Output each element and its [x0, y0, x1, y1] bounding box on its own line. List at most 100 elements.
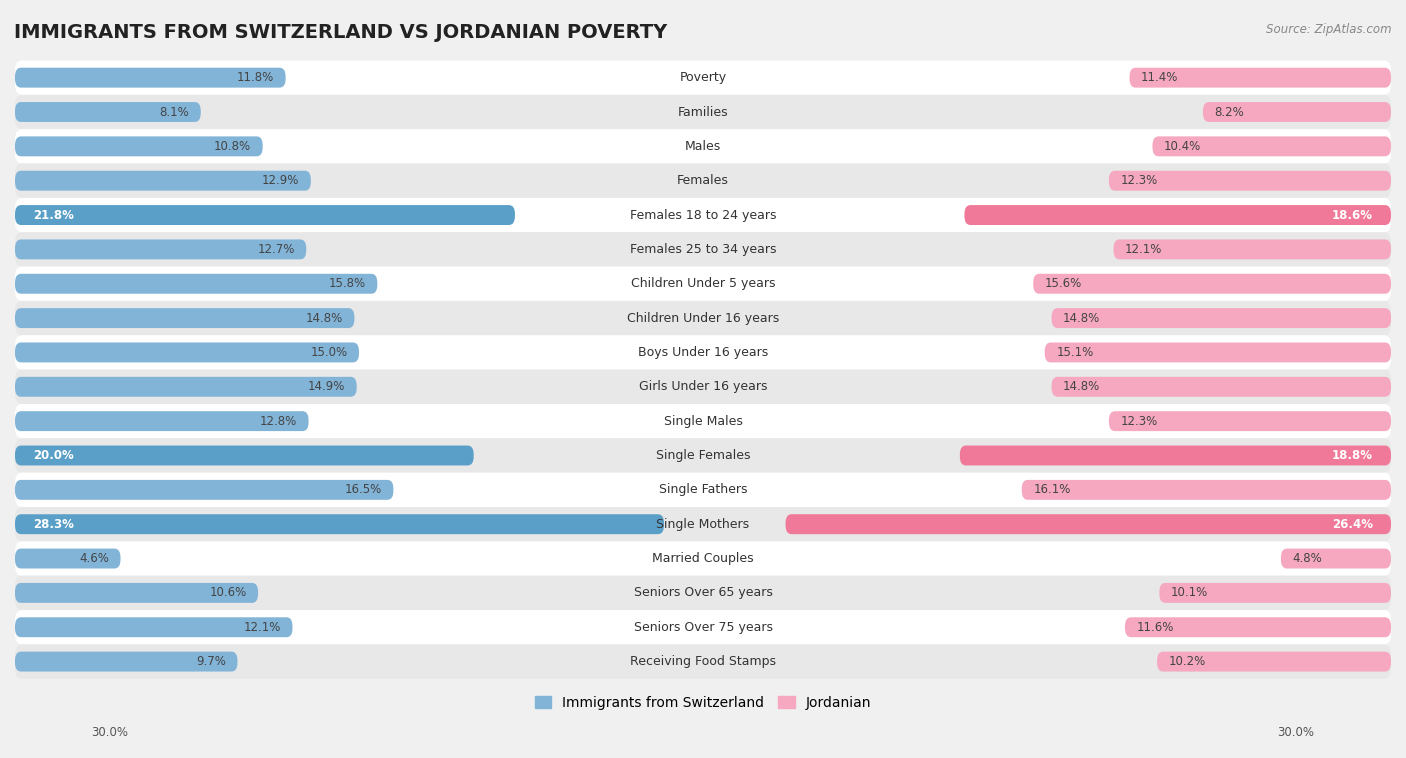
Text: 12.1%: 12.1% — [1125, 243, 1163, 256]
FancyBboxPatch shape — [15, 301, 1391, 335]
FancyBboxPatch shape — [15, 610, 1391, 644]
Text: 20.0%: 20.0% — [34, 449, 75, 462]
FancyBboxPatch shape — [15, 617, 292, 637]
FancyBboxPatch shape — [1045, 343, 1391, 362]
Text: 10.6%: 10.6% — [209, 587, 246, 600]
Text: Females 25 to 34 years: Females 25 to 34 years — [630, 243, 776, 256]
Text: Married Couples: Married Couples — [652, 552, 754, 565]
FancyBboxPatch shape — [1129, 67, 1391, 88]
FancyBboxPatch shape — [15, 274, 377, 293]
Text: Females: Females — [678, 174, 728, 187]
Text: 10.4%: 10.4% — [1164, 140, 1201, 153]
FancyBboxPatch shape — [15, 514, 664, 534]
FancyBboxPatch shape — [15, 549, 121, 568]
FancyBboxPatch shape — [1052, 377, 1391, 396]
Text: 12.8%: 12.8% — [260, 415, 297, 428]
FancyBboxPatch shape — [15, 438, 1391, 473]
FancyBboxPatch shape — [15, 198, 1391, 232]
FancyBboxPatch shape — [1153, 136, 1391, 156]
Text: 21.8%: 21.8% — [34, 208, 75, 221]
FancyBboxPatch shape — [1157, 652, 1391, 672]
Text: 15.8%: 15.8% — [329, 277, 366, 290]
FancyBboxPatch shape — [1109, 411, 1391, 431]
Text: Families: Families — [678, 105, 728, 118]
FancyBboxPatch shape — [15, 644, 1391, 678]
Text: Source: ZipAtlas.com: Source: ZipAtlas.com — [1267, 23, 1392, 36]
FancyBboxPatch shape — [15, 205, 515, 225]
FancyBboxPatch shape — [15, 335, 1391, 370]
FancyBboxPatch shape — [1125, 617, 1391, 637]
FancyBboxPatch shape — [15, 541, 1391, 576]
Text: 30.0%: 30.0% — [91, 726, 128, 739]
FancyBboxPatch shape — [15, 67, 285, 88]
FancyBboxPatch shape — [965, 205, 1391, 225]
FancyBboxPatch shape — [15, 95, 1391, 129]
FancyBboxPatch shape — [15, 240, 307, 259]
Text: 12.7%: 12.7% — [257, 243, 295, 256]
FancyBboxPatch shape — [15, 576, 1391, 610]
Text: 8.1%: 8.1% — [159, 105, 190, 118]
FancyBboxPatch shape — [15, 343, 359, 362]
Text: 26.4%: 26.4% — [1331, 518, 1372, 531]
Text: 12.3%: 12.3% — [1121, 174, 1157, 187]
Text: 10.8%: 10.8% — [214, 140, 252, 153]
Text: 12.3%: 12.3% — [1121, 415, 1157, 428]
Text: 12.1%: 12.1% — [243, 621, 281, 634]
Text: 4.8%: 4.8% — [1292, 552, 1322, 565]
Text: 9.7%: 9.7% — [195, 655, 226, 668]
FancyBboxPatch shape — [15, 507, 1391, 541]
Text: 28.3%: 28.3% — [34, 518, 75, 531]
FancyBboxPatch shape — [1033, 274, 1391, 293]
Text: Single Males: Single Males — [664, 415, 742, 428]
FancyBboxPatch shape — [960, 446, 1391, 465]
Text: 15.1%: 15.1% — [1056, 346, 1094, 359]
FancyBboxPatch shape — [15, 267, 1391, 301]
Text: Seniors Over 65 years: Seniors Over 65 years — [634, 587, 772, 600]
FancyBboxPatch shape — [1052, 309, 1391, 328]
Text: Single Mothers: Single Mothers — [657, 518, 749, 531]
Text: 10.1%: 10.1% — [1171, 587, 1208, 600]
FancyBboxPatch shape — [1114, 240, 1391, 259]
FancyBboxPatch shape — [15, 473, 1391, 507]
Text: Receiving Food Stamps: Receiving Food Stamps — [630, 655, 776, 668]
Text: Girls Under 16 years: Girls Under 16 years — [638, 381, 768, 393]
FancyBboxPatch shape — [786, 514, 1391, 534]
Text: 14.8%: 14.8% — [305, 312, 343, 324]
FancyBboxPatch shape — [15, 129, 1391, 164]
FancyBboxPatch shape — [15, 102, 201, 122]
Legend: Immigrants from Switzerland, Jordanian: Immigrants from Switzerland, Jordanian — [529, 690, 877, 715]
FancyBboxPatch shape — [15, 404, 1391, 438]
Text: 14.8%: 14.8% — [1063, 381, 1101, 393]
Text: 11.4%: 11.4% — [1142, 71, 1178, 84]
Text: 8.2%: 8.2% — [1215, 105, 1244, 118]
Text: 30.0%: 30.0% — [1278, 726, 1315, 739]
FancyBboxPatch shape — [1109, 171, 1391, 191]
Text: 14.8%: 14.8% — [1063, 312, 1101, 324]
FancyBboxPatch shape — [15, 583, 259, 603]
Text: Seniors Over 75 years: Seniors Over 75 years — [634, 621, 772, 634]
FancyBboxPatch shape — [1022, 480, 1391, 500]
Text: 15.6%: 15.6% — [1045, 277, 1083, 290]
FancyBboxPatch shape — [15, 411, 308, 431]
Text: Children Under 5 years: Children Under 5 years — [631, 277, 775, 290]
FancyBboxPatch shape — [15, 446, 474, 465]
FancyBboxPatch shape — [15, 232, 1391, 267]
FancyBboxPatch shape — [15, 171, 311, 191]
FancyBboxPatch shape — [15, 309, 354, 328]
Text: Single Females: Single Females — [655, 449, 751, 462]
Text: Females 18 to 24 years: Females 18 to 24 years — [630, 208, 776, 221]
Text: Poverty: Poverty — [679, 71, 727, 84]
Text: 18.8%: 18.8% — [1331, 449, 1372, 462]
FancyBboxPatch shape — [15, 377, 357, 396]
Text: 14.9%: 14.9% — [308, 381, 346, 393]
Text: 11.6%: 11.6% — [1136, 621, 1174, 634]
FancyBboxPatch shape — [15, 480, 394, 500]
Text: 10.2%: 10.2% — [1168, 655, 1206, 668]
FancyBboxPatch shape — [1160, 583, 1391, 603]
Text: 11.8%: 11.8% — [236, 71, 274, 84]
Text: Children Under 16 years: Children Under 16 years — [627, 312, 779, 324]
FancyBboxPatch shape — [15, 61, 1391, 95]
Text: IMMIGRANTS FROM SWITZERLAND VS JORDANIAN POVERTY: IMMIGRANTS FROM SWITZERLAND VS JORDANIAN… — [14, 23, 668, 42]
FancyBboxPatch shape — [15, 652, 238, 672]
Text: 16.1%: 16.1% — [1033, 484, 1070, 496]
